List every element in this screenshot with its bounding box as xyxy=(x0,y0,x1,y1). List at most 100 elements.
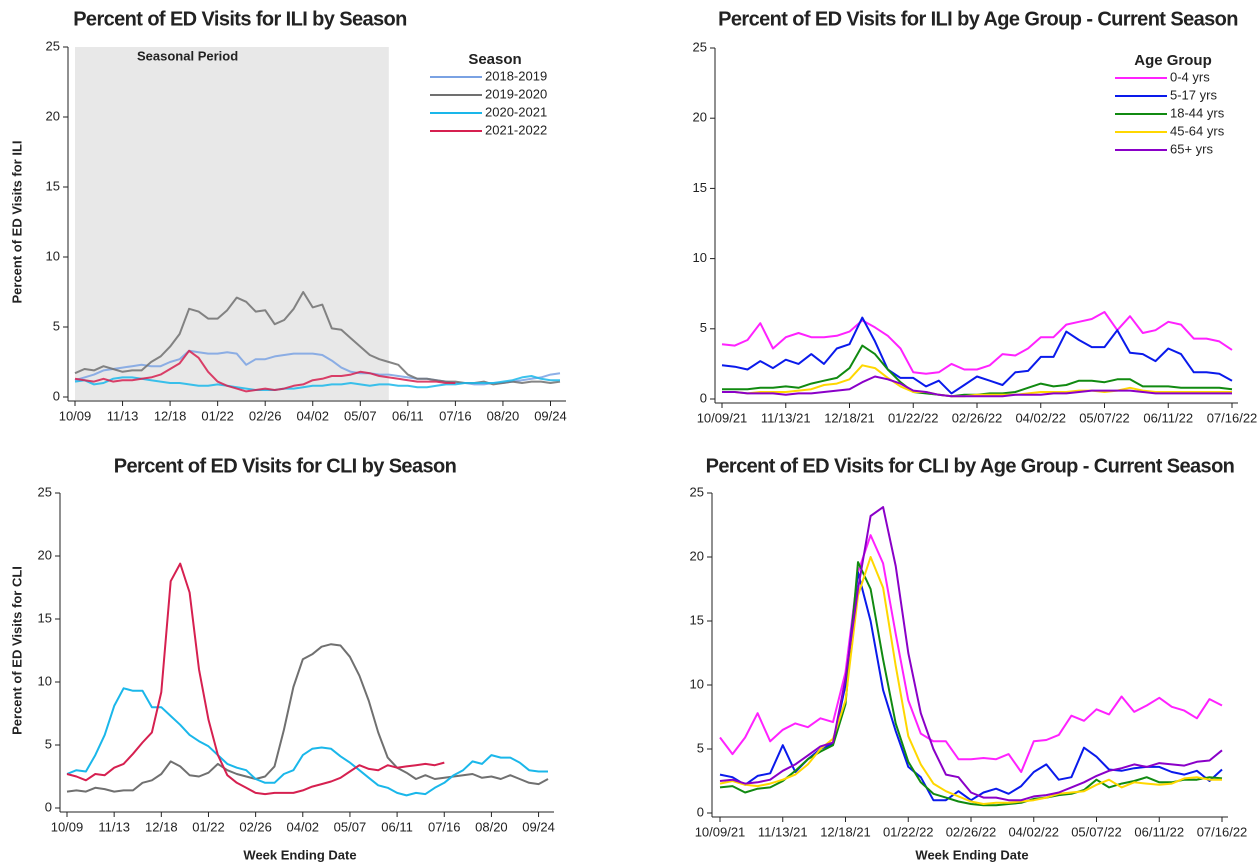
y-tick-label: 25 xyxy=(693,39,707,54)
x-tick-label: 04/02 xyxy=(296,408,329,423)
legend-label: 5-17 yrs xyxy=(1170,87,1217,102)
y-tick-label: 5 xyxy=(53,318,60,333)
x-tick-label: 08/20 xyxy=(487,408,520,423)
x-tick-label: 04/02 xyxy=(287,819,320,834)
series-line xyxy=(74,375,560,391)
legend-label: 65+ yrs xyxy=(1170,141,1213,156)
chart-title: Percent of ED Visits for CLI by Age Grou… xyxy=(706,455,1235,477)
legend-label: 2019-2020 xyxy=(485,86,547,101)
y-tick-label: 25 xyxy=(690,484,704,499)
x-tick-label: 05/07 xyxy=(334,819,367,834)
x-tick-label: 05/07 xyxy=(344,408,377,423)
x-tick-label: 04/02/22 xyxy=(1008,824,1059,839)
chart: Percent of ED Visits for ILI by Age Grou… xyxy=(693,8,1258,425)
series-line xyxy=(66,687,548,797)
y-tick-label: 15 xyxy=(690,612,704,627)
x-tick-label: 01/22 xyxy=(201,408,234,423)
x-tick-label: 11/13/21 xyxy=(761,410,811,425)
x-tick-label: 11/13 xyxy=(98,819,130,834)
legend-label: 18-44 yrs xyxy=(1170,105,1225,120)
x-tick-label: 02/26 xyxy=(249,408,282,423)
y-tick-label: 10 xyxy=(693,250,707,265)
seasonal-shade xyxy=(75,47,389,400)
series-line xyxy=(721,316,1233,395)
series-line xyxy=(722,375,1232,398)
x-tick-label: 04/02/22 xyxy=(1015,410,1066,425)
y-tick-label: 20 xyxy=(46,108,60,123)
legend-title: Season xyxy=(468,51,521,68)
chart-title: Percent of ED Visits for ILI by Season xyxy=(73,8,407,30)
y-tick-label: 0 xyxy=(697,804,704,819)
series-line xyxy=(719,506,1223,802)
x-tick-label: 10/09 xyxy=(51,819,84,834)
x-tick-label: 12/18/21 xyxy=(824,410,875,425)
x-tick-label: 12/18 xyxy=(145,819,178,834)
x-tick-label: 01/22/22 xyxy=(888,410,939,425)
x-tick-label: 09/24 xyxy=(534,408,567,423)
y-tick-label: 20 xyxy=(690,548,704,563)
x-tick-label: 09/24 xyxy=(522,819,555,834)
x-axis-label: Week Ending Date xyxy=(243,847,356,862)
y-tick-label: 5 xyxy=(697,740,704,755)
legend-title: Age Group xyxy=(1134,52,1212,69)
legend-label: 2021-2022 xyxy=(485,122,547,137)
y-tick-label: 15 xyxy=(693,180,707,195)
x-tick-label: 07/16 xyxy=(439,408,472,423)
legend-label: 2020-2021 xyxy=(485,104,547,119)
series-line xyxy=(74,349,561,386)
x-tick-label: 06/11 xyxy=(381,819,413,834)
y-tick-label: 10 xyxy=(38,673,52,688)
y-tick-label: 25 xyxy=(46,38,60,53)
y-tick-label: 10 xyxy=(46,248,60,263)
x-axis-label: Week Ending Date xyxy=(915,847,1028,862)
chart-title: Percent of ED Visits for ILI by Age Grou… xyxy=(718,8,1238,30)
chart: Percent of ED Visits for ILI by Season Se… xyxy=(9,8,566,423)
y-axis-label: Percent of ED Visits for ILI xyxy=(9,140,24,303)
y-tick-label: 0 xyxy=(53,388,60,403)
y-tick-label: 20 xyxy=(38,547,52,562)
y-tick-label: 5 xyxy=(700,320,707,335)
chart-title: Percent of ED Visits for CLI by Season xyxy=(114,455,456,477)
chart: Percent of ED Visits for CLI by Season 05… xyxy=(9,455,554,862)
y-tick-label: 20 xyxy=(693,110,707,125)
x-tick-label: 02/26/22 xyxy=(952,410,1003,425)
series-line xyxy=(721,311,1233,375)
y-tick-label: 0 xyxy=(700,390,707,405)
x-tick-label: 05/07/22 xyxy=(1071,824,1122,839)
legend-label: 45-64 yrs xyxy=(1170,123,1225,138)
y-tick-label: 15 xyxy=(38,610,52,625)
x-tick-label: 05/07/22 xyxy=(1079,410,1130,425)
x-tick-label: 10/09 xyxy=(59,408,92,423)
legend-label: 0-4 yrs xyxy=(1170,69,1210,84)
x-tick-label: 11/13/21 xyxy=(758,824,808,839)
x-tick-label: 06/11/22 xyxy=(1143,410,1193,425)
y-tick-label: 0 xyxy=(45,799,52,814)
x-tick-label: 01/22 xyxy=(192,819,225,834)
y-axis-label: Percent of ED Visits for CLI xyxy=(9,566,24,735)
x-tick-label: 01/22/22 xyxy=(883,824,934,839)
series-line xyxy=(66,643,549,793)
x-tick-label: 10/09/21 xyxy=(695,824,746,839)
y-tick-label: 15 xyxy=(46,178,60,193)
series-line xyxy=(74,349,456,393)
series-line xyxy=(719,556,1222,805)
x-tick-label: 07/16/22 xyxy=(1207,410,1258,425)
x-tick-label: 02/26 xyxy=(239,819,272,834)
series-line xyxy=(722,364,1232,398)
x-tick-label: 02/26/22 xyxy=(946,824,997,839)
series-line xyxy=(66,562,445,796)
y-tick-label: 10 xyxy=(690,676,704,691)
shade-label: Seasonal Period xyxy=(137,48,238,63)
series-line xyxy=(722,344,1233,398)
x-tick-label: 07/16/22 xyxy=(1197,824,1248,839)
legend-label: 2018-2019 xyxy=(485,68,547,83)
x-tick-label: 06/11/22 xyxy=(1134,824,1184,839)
series-line xyxy=(719,534,1223,773)
x-tick-label: 08/20 xyxy=(475,819,508,834)
x-tick-label: 07/16 xyxy=(428,819,461,834)
x-tick-label: 06/11 xyxy=(392,408,424,423)
x-tick-label: 12/18 xyxy=(154,408,187,423)
x-tick-label: 11/13 xyxy=(107,408,139,423)
